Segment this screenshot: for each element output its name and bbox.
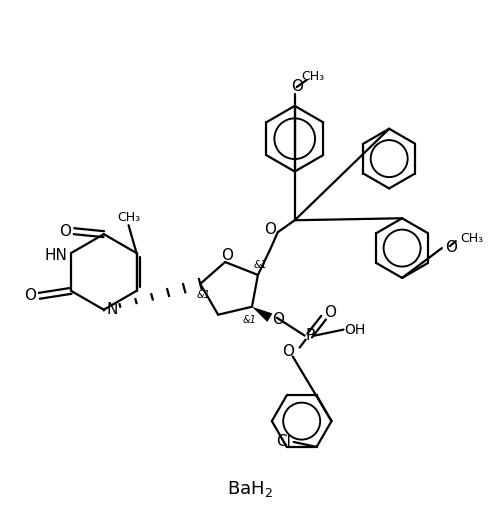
Text: O: O [264, 222, 276, 236]
Polygon shape [252, 307, 273, 322]
Text: O: O [325, 305, 336, 320]
Text: O: O [25, 288, 36, 303]
Text: BaH$_2$: BaH$_2$ [227, 479, 273, 499]
Text: O: O [272, 312, 284, 327]
Text: O: O [291, 78, 303, 94]
Text: CH₃: CH₃ [301, 70, 324, 83]
Text: P: P [305, 328, 314, 343]
Text: OH: OH [345, 323, 366, 336]
Text: &1: &1 [254, 260, 268, 270]
Text: CH₃: CH₃ [117, 211, 140, 224]
Text: HN: HN [45, 248, 68, 262]
Text: Cl: Cl [276, 434, 291, 450]
Text: O: O [59, 224, 71, 239]
Text: O: O [221, 248, 233, 262]
Text: O: O [445, 240, 457, 254]
Text: &1: &1 [243, 315, 257, 325]
Text: O: O [282, 344, 294, 359]
Text: &1: &1 [196, 290, 210, 300]
Text: CH₃: CH₃ [460, 232, 483, 244]
Text: N: N [106, 302, 117, 317]
